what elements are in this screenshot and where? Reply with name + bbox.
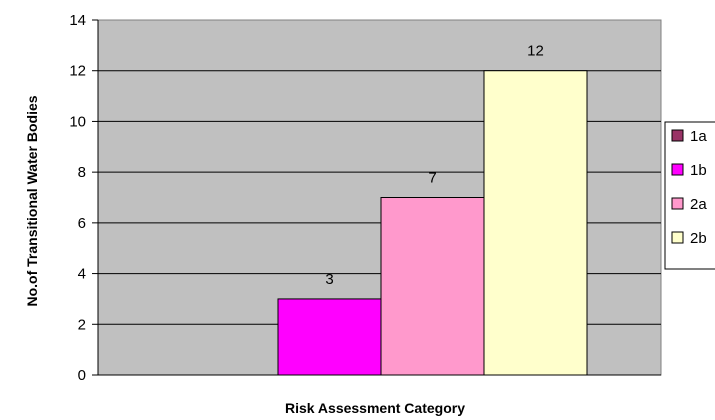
legend-label-1b: 1b [690, 162, 707, 179]
data-label-1b: 3 [325, 271, 333, 288]
legend: 1a 1b 2a 2b [664, 121, 715, 270]
legend-label-2a: 2a [690, 196, 707, 213]
legend-swatch-1a [671, 129, 684, 142]
y-tick-label: 4 [78, 266, 86, 283]
legend-swatch-1b [671, 163, 684, 176]
y-axis-title: No.of Transitional Water Bodies [24, 95, 40, 306]
legend-box [664, 121, 715, 270]
data-label-2b: 12 [527, 43, 544, 60]
legend-label-1a: 1a [690, 128, 707, 145]
y-tick-label: 6 [78, 215, 86, 232]
bars [277, 70, 588, 376]
x-axis-title: Risk Assessment Category [285, 400, 465, 416]
y-tick-label: 8 [78, 164, 86, 181]
legend-swatch-2b [671, 231, 684, 244]
bar-1b [277, 298, 382, 376]
data-labels: 3 7 12 [325, 43, 544, 288]
y-tick-label: 12 [69, 63, 86, 80]
y-tick-label: 10 [69, 113, 86, 130]
y-tick-label: 2 [78, 316, 86, 333]
bar-2b [483, 70, 588, 376]
axes: 0 2 4 6 8 10 12 14 [69, 12, 661, 384]
data-label-2a: 7 [428, 170, 436, 187]
bar-2a [380, 197, 485, 376]
y-tick-label: 14 [69, 12, 86, 29]
legend-swatch-2a [671, 197, 684, 210]
y-tick-label: 0 [78, 367, 86, 384]
legend-label-2b: 2b [690, 230, 707, 247]
